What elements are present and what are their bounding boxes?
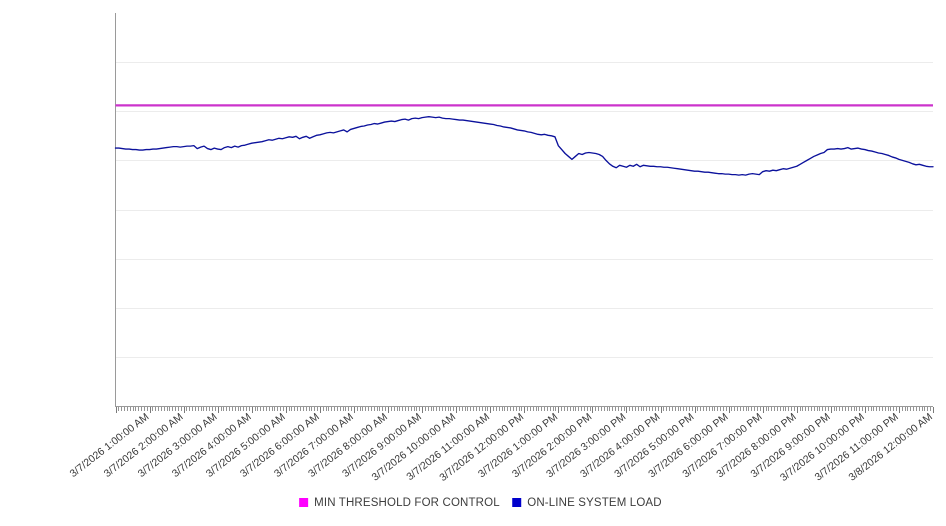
- legend-label: ON-LINE SYSTEM LOAD: [527, 497, 662, 509]
- legend-swatch: [299, 498, 309, 507]
- legend-label: MIN THRESHOLD FOR CONTROL: [314, 497, 500, 509]
- legend-swatch: [512, 498, 522, 507]
- chart-legend: MIN THRESHOLD FOR CONTROL ON-LINE SYSTEM …: [299, 497, 662, 509]
- series-layer: [114, 104, 934, 176]
- x-axis-ticks: [116, 407, 934, 413]
- series-on-line-system-load: [114, 115, 934, 176]
- plot-frame: [115, 13, 933, 407]
